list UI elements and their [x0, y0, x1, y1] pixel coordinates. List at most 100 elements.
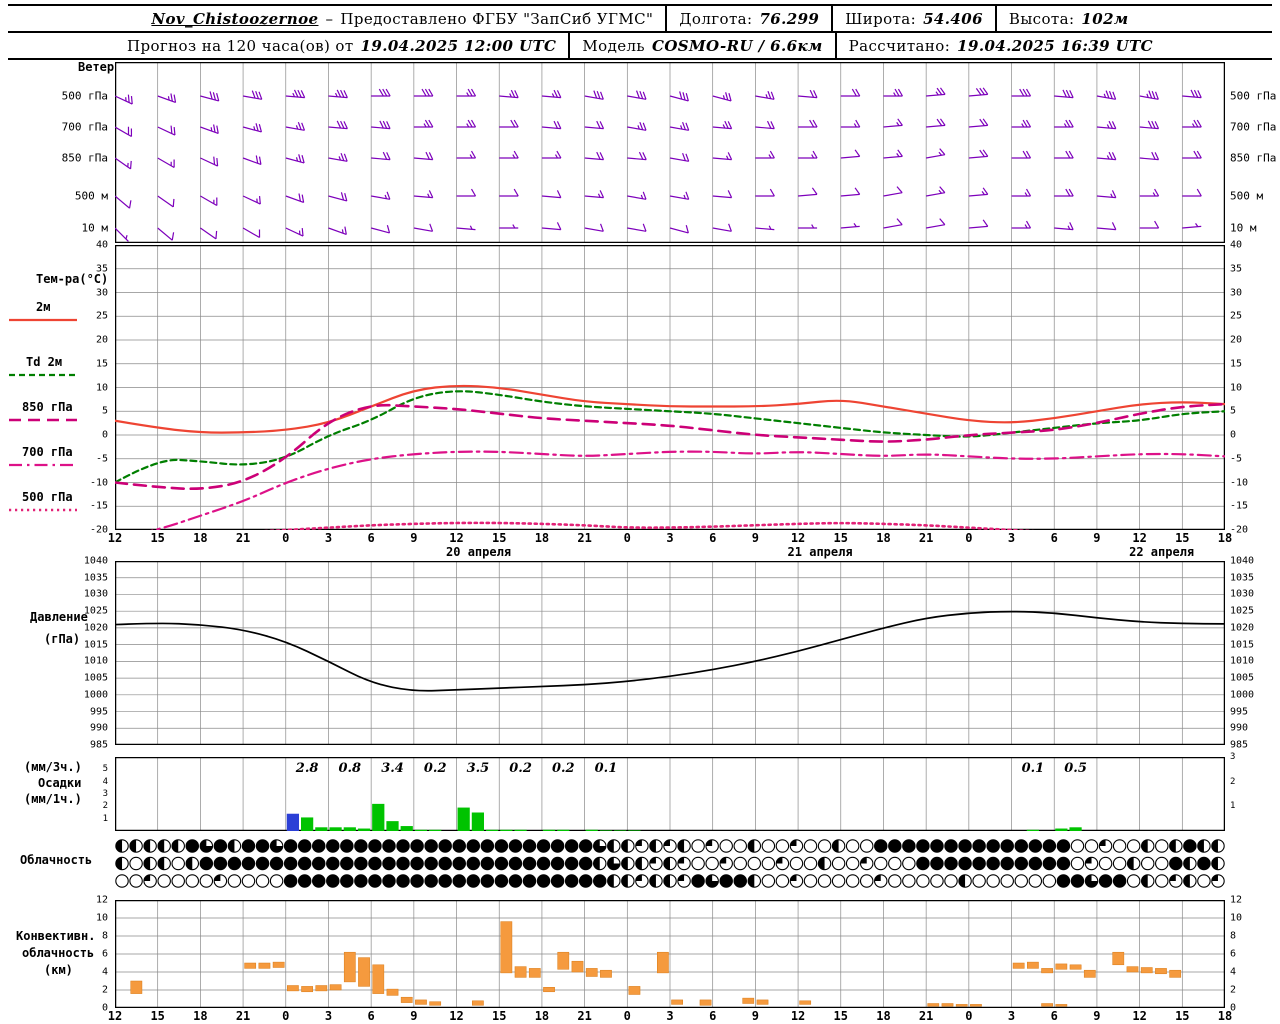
precip-tick-left: 1: [102, 813, 108, 824]
conv-panel-title-1: Конвективн.: [16, 929, 96, 943]
precip-tick-left: 4: [102, 776, 108, 787]
y-tick-left: -10: [89, 477, 108, 488]
pressure-panel-unit: (гПа): [44, 632, 81, 646]
y-tick-right: 10: [1230, 382, 1243, 393]
y-tick-left: 1000: [83, 689, 108, 701]
cloud-chart-canvas: [115, 839, 1225, 888]
y-tick-right: -10: [1230, 477, 1249, 488]
y-tick-right: 20: [1230, 334, 1243, 346]
y-tick-right: 12: [1230, 894, 1243, 906]
y-tick-right: 25: [1230, 310, 1243, 322]
x-hour-bottom: 0: [623, 1009, 631, 1023]
x-hour-bottom: 9: [751, 1009, 759, 1023]
forecast-label: Прогноз на 120 часа(ов) от: [126, 36, 354, 55]
x-hour-bottom: 9: [410, 1009, 418, 1023]
y-tick-left: 40: [95, 239, 108, 251]
x-hour-bottom: 3: [324, 1009, 333, 1023]
wind-barb-row-2: [115, 148, 1202, 170]
x-hour-mid: 15: [833, 531, 848, 545]
y-tick-left: 12: [95, 894, 108, 906]
run-datetime: 19.04.2025 12:00 UTC: [360, 36, 557, 55]
y-tick-right: 40: [1230, 239, 1243, 251]
wind-level-label-right: 850 гПа: [1230, 151, 1277, 165]
x-hour-mid: 12: [107, 531, 123, 545]
precip-3h-label: 0.1: [595, 761, 618, 776]
y-tick-right: 8: [1230, 930, 1237, 942]
wind-level-label-right: 10 м: [1230, 221, 1257, 235]
wind-level-label-left: 850 гПа: [61, 151, 108, 165]
x-hour-mid: 12: [790, 531, 806, 545]
cloud-row-1: [115, 856, 1225, 871]
calc-datetime: 19.04.2025 16:39 UTC: [957, 36, 1154, 55]
y-tick-right: 15: [1230, 358, 1243, 370]
precip-3h-label: 2.8: [295, 761, 319, 776]
model-value: COSMO-RU / 6.6км: [652, 36, 823, 55]
x-hour-bottom: 15: [150, 1009, 165, 1023]
x-hour-bottom: 15: [833, 1009, 848, 1023]
y-tick-left: 1005: [83, 672, 108, 684]
x-hour-bottom: 21: [577, 1009, 592, 1023]
legend-line-1: [9, 373, 77, 377]
header-separator: [568, 33, 571, 58]
x-hour-bottom: 12: [107, 1009, 123, 1023]
x-hour-mid: 18: [1217, 531, 1233, 545]
y-tick-left: 990: [89, 722, 108, 734]
legend-line-2: [9, 418, 77, 422]
y-tick-right: 985: [1230, 739, 1249, 751]
cloud-panel-title: Облачность: [20, 853, 93, 867]
y-tick-right: 0: [1230, 429, 1237, 441]
wind-barb-row-1: [115, 118, 1202, 138]
legend-label-0: 2м: [36, 300, 51, 314]
precip-3h-label: 0.5: [1064, 761, 1087, 776]
precip-tick-left: 5: [102, 764, 108, 775]
legend-label-3: 700 гПа: [22, 445, 73, 459]
legend-label-4: 500 гПа: [22, 490, 73, 504]
altitude-value: 102м: [1081, 9, 1129, 28]
legend-label-1: Td 2м: [26, 355, 63, 369]
y-tick-right: 1040: [1230, 555, 1255, 567]
y-tick-left: -20: [89, 524, 108, 536]
longitude-label: Долгота:: [679, 9, 753, 28]
wind-level-label-right: 500 гПа: [1230, 89, 1277, 103]
header-separator: [831, 6, 834, 31]
y-tick-left: -15: [89, 500, 108, 512]
temp-chart-canvas: [115, 245, 1225, 530]
y-tick-left: 1040: [83, 555, 108, 567]
header-line-1: Nov_Chistoozernoe – Предоставлено ФГБУ "…: [8, 6, 1272, 33]
wind-level-label-left: 700 гПа: [61, 120, 108, 134]
precip-tick-right: 2: [1230, 776, 1236, 787]
precip-bars: [286, 803, 1082, 831]
x-hour-mid: 0: [623, 531, 631, 545]
y-tick-left: 1015: [83, 639, 108, 651]
x-hour-mid: 9: [1093, 531, 1101, 545]
precip-unit-3h: (мм/3ч.): [24, 760, 82, 774]
calc-label: Рассчитано:: [848, 36, 951, 55]
temp-series-3: [150, 450, 1225, 530]
y-tick-right: 995: [1230, 706, 1249, 718]
y-tick-left: 6: [101, 948, 108, 960]
y-tick-right: 6: [1230, 948, 1237, 960]
wind-level-label-right: 500 м: [1230, 189, 1264, 203]
x-hour-bottom: 18: [193, 1009, 208, 1023]
wind-level-label-left: 10 м: [81, 221, 109, 235]
x-hour-mid: 12: [1132, 531, 1147, 545]
wind-level-label-left: 500 м: [74, 189, 108, 203]
y-tick-right: 1030: [1230, 588, 1255, 600]
y-tick-right: -20: [1230, 524, 1249, 536]
x-hour-bottom: 12: [449, 1009, 464, 1023]
y-tick-left: 1035: [83, 572, 108, 584]
x-hour-mid: 15: [491, 531, 507, 545]
y-tick-left: 985: [89, 739, 108, 751]
y-tick-left: 35: [95, 263, 108, 275]
cloud-row-0: [115, 839, 1225, 853]
pressure-series: [115, 610, 1225, 692]
latitude-label: Широта:: [845, 9, 917, 28]
y-tick-right: 1025: [1230, 605, 1255, 617]
y-tick-left: 1030: [83, 588, 108, 600]
pressure-panel-title: Давление: [30, 610, 88, 624]
x-hour-bottom: 15: [1175, 1009, 1190, 1023]
wind-chart-canvas: [115, 62, 1225, 243]
y-tick-left: 2: [101, 984, 108, 996]
x-hour-mid: 12: [449, 531, 464, 545]
